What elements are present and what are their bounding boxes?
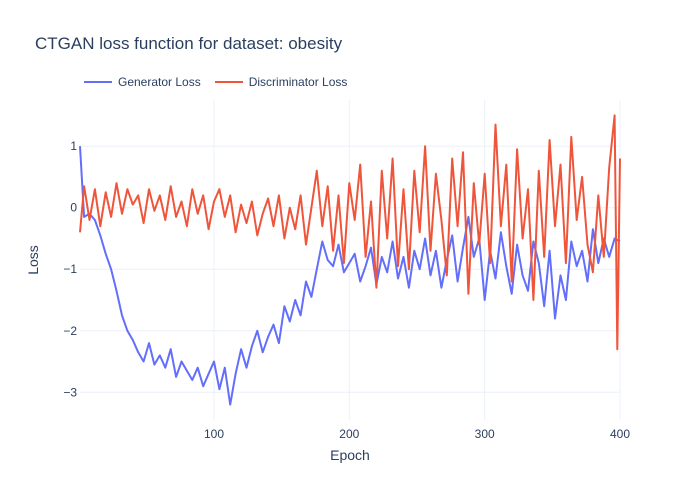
legend-item-discriminator[interactable]: Discriminator Loss — [214, 75, 348, 89]
x-tick-label: 200 — [339, 427, 359, 441]
x-tick-label: 100 — [204, 427, 224, 441]
y-axis-label: Loss — [25, 245, 41, 275]
legend-item-generator[interactable]: Generator Loss — [84, 75, 201, 89]
x-tick-label: 400 — [610, 427, 630, 441]
legend-label-discriminator: Discriminator Loss — [248, 75, 348, 89]
chart-title: CTGAN loss function for dataset: obesity — [35, 34, 343, 53]
generator-loss-line — [79, 146, 621, 406]
y-tick-label: 1 — [70, 139, 77, 153]
discriminator-loss-line — [79, 114, 621, 351]
legend-swatch-discriminator — [214, 81, 243, 83]
legend-label-generator: Generator Loss — [118, 75, 201, 89]
y-tick-label: −2 — [63, 324, 77, 338]
y-tick-label: −1 — [63, 262, 77, 276]
x-axis-label: Epoch — [330, 447, 370, 463]
x-tick-label: 300 — [475, 427, 495, 441]
legend-swatch-generator — [84, 81, 112, 83]
y-tick-label: −3 — [63, 385, 77, 399]
legend: Generator Loss Discriminator Loss — [84, 75, 347, 89]
y-tick-label: 0 — [70, 201, 77, 215]
